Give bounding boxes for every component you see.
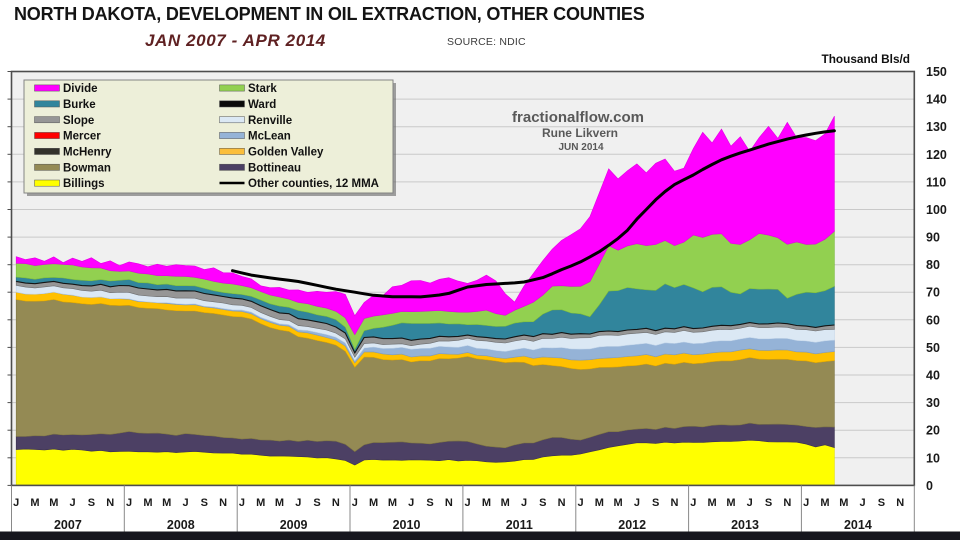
svg-text:M: M — [614, 497, 623, 509]
svg-text:fractionalflow.com: fractionalflow.com — [512, 109, 644, 126]
svg-text:N: N — [445, 497, 453, 509]
svg-text:20: 20 — [926, 424, 940, 438]
svg-text:N: N — [558, 497, 566, 509]
svg-text:J: J — [521, 497, 527, 509]
svg-text:N: N — [106, 497, 114, 509]
svg-text:N: N — [671, 497, 679, 509]
svg-text:150: 150 — [926, 65, 947, 79]
svg-text:0: 0 — [926, 479, 933, 493]
svg-text:70: 70 — [926, 286, 940, 300]
svg-text:M: M — [726, 497, 735, 509]
svg-text:80: 80 — [926, 258, 940, 272]
svg-text:J: J — [690, 497, 696, 509]
svg-text:J: J — [803, 497, 809, 509]
svg-text:J: J — [577, 497, 583, 509]
svg-text:Ward: Ward — [248, 99, 276, 111]
svg-text:M: M — [501, 497, 510, 509]
svg-text:N: N — [219, 497, 227, 509]
svg-text:M: M — [482, 497, 491, 509]
svg-text:2011: 2011 — [506, 518, 533, 532]
svg-text:Mercer: Mercer — [63, 131, 101, 143]
svg-text:J: J — [13, 497, 19, 509]
svg-text:M: M — [820, 497, 829, 509]
svg-text:10: 10 — [926, 451, 940, 465]
svg-text:S: S — [765, 497, 772, 509]
svg-text:JUN 2014: JUN 2014 — [558, 142, 603, 153]
svg-text:Bottineau: Bottineau — [248, 162, 301, 174]
svg-text:N: N — [783, 497, 791, 509]
svg-text:Slope: Slope — [63, 115, 94, 127]
svg-text:J: J — [182, 497, 188, 509]
svg-text:McHenry: McHenry — [63, 147, 112, 159]
svg-text:Rune Likvern: Rune Likvern — [542, 126, 618, 140]
svg-text:110: 110 — [926, 175, 946, 189]
svg-text:S: S — [652, 497, 659, 509]
svg-text:J: J — [860, 497, 866, 509]
svg-text:2013: 2013 — [731, 518, 759, 532]
svg-text:120: 120 — [926, 148, 947, 162]
svg-text:140: 140 — [926, 93, 947, 107]
svg-text:2012: 2012 — [618, 518, 646, 532]
svg-text:M: M — [162, 497, 171, 509]
svg-text:J: J — [70, 497, 76, 509]
svg-text:M: M — [275, 497, 284, 509]
svg-text:30: 30 — [926, 396, 940, 410]
svg-text:2010: 2010 — [393, 518, 421, 532]
svg-text:S: S — [539, 497, 546, 509]
svg-text:2007: 2007 — [54, 518, 82, 532]
svg-text:Burke: Burke — [63, 99, 96, 111]
svg-text:Divide: Divide — [63, 83, 98, 95]
svg-text:M: M — [143, 497, 152, 509]
svg-text:S: S — [201, 497, 208, 509]
svg-text:S: S — [878, 497, 885, 509]
svg-text:S: S — [88, 497, 95, 509]
svg-text:J: J — [295, 497, 301, 509]
svg-text:2009: 2009 — [280, 518, 308, 532]
svg-text:100: 100 — [926, 203, 947, 217]
svg-text:Golden Valley: Golden Valley — [248, 147, 324, 159]
svg-text:Thousand Bls/d: Thousand Bls/d — [822, 52, 910, 66]
svg-text:N: N — [332, 497, 340, 509]
svg-text:M: M — [30, 497, 39, 509]
svg-text:2008: 2008 — [167, 518, 195, 532]
svg-text:Billings: Billings — [63, 178, 105, 190]
svg-text:Bowman: Bowman — [63, 162, 111, 174]
svg-text:50: 50 — [926, 341, 940, 355]
svg-text:Renville: Renville — [248, 115, 292, 127]
svg-text:J: J — [126, 497, 132, 509]
svg-text:J: J — [408, 497, 414, 509]
svg-text:Other counties, 12 MMA: Other counties, 12 MMA — [248, 178, 379, 190]
svg-text:M: M — [839, 497, 848, 509]
svg-text:J: J — [747, 497, 753, 509]
svg-text:60: 60 — [926, 313, 940, 327]
svg-text:N: N — [896, 497, 904, 509]
svg-text:40: 40 — [926, 369, 940, 383]
svg-text:90: 90 — [926, 231, 940, 245]
svg-text:S: S — [426, 497, 433, 509]
svg-text:J: J — [352, 497, 358, 509]
svg-text:McLean: McLean — [248, 131, 291, 143]
svg-text:M: M — [388, 497, 397, 509]
svg-text:J: J — [465, 497, 471, 509]
svg-text:S: S — [313, 497, 320, 509]
svg-text:M: M — [49, 497, 58, 509]
svg-text:M: M — [369, 497, 378, 509]
svg-text:Stark: Stark — [248, 83, 277, 95]
svg-text:M: M — [708, 497, 717, 509]
svg-text:130: 130 — [926, 120, 947, 134]
svg-text:M: M — [256, 497, 265, 509]
svg-text:J: J — [634, 497, 640, 509]
svg-text:J: J — [239, 497, 245, 509]
svg-text:2014: 2014 — [844, 518, 872, 532]
svg-text:M: M — [595, 497, 604, 509]
